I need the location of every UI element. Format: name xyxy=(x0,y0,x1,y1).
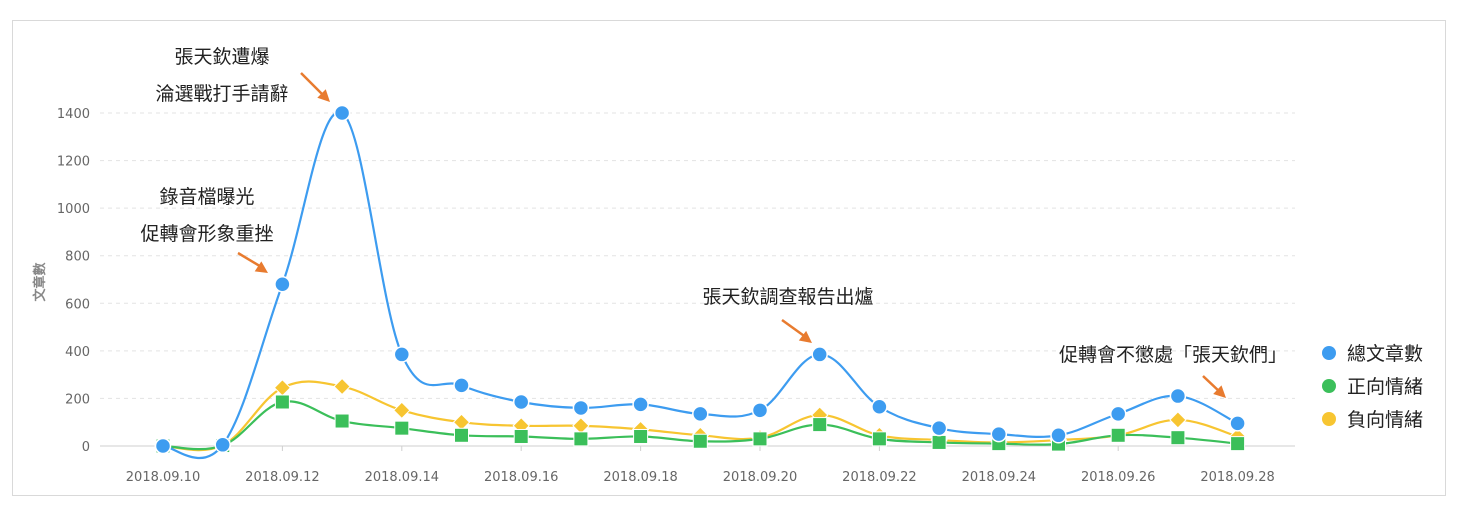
x-tick-label: 2018.09.20 xyxy=(723,470,797,485)
data-point[interactable] xyxy=(811,346,828,363)
y-tick-label: 400 xyxy=(65,345,90,360)
annotation: 促轉會不懲處「張天欽們」 xyxy=(1059,344,1287,398)
y-axis-label: 文章數 xyxy=(32,262,48,301)
data-point[interactable] xyxy=(273,379,292,397)
annotation-arrow xyxy=(781,318,808,340)
data-point[interactable] xyxy=(1169,411,1187,429)
data-point[interactable] xyxy=(274,276,291,293)
data-point[interactable] xyxy=(930,419,948,437)
legend-marker xyxy=(1322,379,1336,393)
arrow-head xyxy=(798,330,812,343)
y-tick-label: 200 xyxy=(65,392,90,407)
data-point[interactable] xyxy=(692,433,708,449)
legend-marker xyxy=(1322,412,1336,426)
data-point[interactable] xyxy=(393,401,411,420)
data-point[interactable] xyxy=(1050,427,1067,444)
series-1 xyxy=(154,104,1246,459)
data-point[interactable] xyxy=(274,394,290,410)
data-point[interactable] xyxy=(1169,387,1187,405)
data-point[interactable] xyxy=(751,402,769,419)
annotation-text: 促轉會形象重挫 xyxy=(140,223,273,245)
y-tick-label: 1000 xyxy=(57,202,90,217)
annotation-arrow xyxy=(300,72,326,98)
data-point[interactable] xyxy=(573,431,589,447)
series-2 xyxy=(155,394,1246,454)
data-point[interactable] xyxy=(1170,430,1186,446)
annotation-text: 促轉會不懲處「張天欽們」 xyxy=(1059,344,1287,366)
data-point[interactable] xyxy=(1230,436,1246,452)
annotation-text: 淪選戰打手請辭 xyxy=(155,83,288,105)
data-point[interactable] xyxy=(871,398,888,416)
annotation-text: 錄音檔曝光 xyxy=(159,186,254,208)
data-point[interactable] xyxy=(633,428,649,444)
data-point[interactable] xyxy=(333,104,351,122)
annotation-text: 張天欽遭爆 xyxy=(174,46,269,68)
legend-item-3[interactable]: 負向情緒 xyxy=(1322,409,1423,431)
legend-label: 負向情緒 xyxy=(1347,409,1423,431)
annotations: 張天欽遭爆淪選戰打手請辭錄音檔曝光促轉會形象重挫張天欽調查報告出爐促轉會不懲處「… xyxy=(140,46,1287,398)
arrow-head xyxy=(254,261,268,273)
data-point[interactable] xyxy=(931,434,947,450)
data-point[interactable] xyxy=(334,413,350,429)
x-tick-label: 2018.09.28 xyxy=(1200,470,1274,485)
legend-item-1[interactable]: 總文章數 xyxy=(1322,343,1423,365)
arrow-head xyxy=(1213,385,1226,398)
y-tick-label: 1400 xyxy=(57,107,90,122)
data-point[interactable] xyxy=(812,417,828,433)
data-point[interactable] xyxy=(990,425,1008,443)
x-tick-label: 2018.09.16 xyxy=(484,470,558,485)
data-point[interactable] xyxy=(1229,415,1246,432)
y-tick-label: 1200 xyxy=(57,155,90,170)
x-tick-label: 2018.09.26 xyxy=(1081,470,1155,485)
data-point[interactable] xyxy=(394,420,410,436)
annotation: 張天欽調查報告出爐 xyxy=(702,286,874,343)
y-tick-label: 800 xyxy=(65,250,90,265)
data-point[interactable] xyxy=(871,431,887,447)
data-point[interactable] xyxy=(154,437,172,455)
series-group xyxy=(154,104,1247,459)
x-tick-label: 2018.09.24 xyxy=(962,470,1036,485)
x-tick-label: 2018.09.10 xyxy=(126,470,200,485)
data-point[interactable] xyxy=(572,399,590,417)
data-point[interactable] xyxy=(632,396,649,413)
y-tick-label: 600 xyxy=(65,297,90,312)
annotation-text: 張天欽調查報告出爐 xyxy=(702,286,873,308)
data-point[interactable] xyxy=(752,431,768,447)
x-axis: 2018.09.10 2018.09.12 2018.09.14 2018.09.16… xyxy=(126,446,1275,485)
data-point[interactable] xyxy=(333,377,351,396)
x-tick-label: 2018.09.22 xyxy=(842,470,916,485)
arrow-head xyxy=(317,89,330,102)
y-axis: 0 200 400 600 800 1000 1200 1400 xyxy=(57,107,90,455)
data-point[interactable] xyxy=(454,427,469,443)
x-tick-label: 2018.09.18 xyxy=(603,470,677,485)
data-point[interactable] xyxy=(513,428,529,444)
data-point[interactable] xyxy=(453,377,470,394)
data-point[interactable] xyxy=(1109,405,1127,423)
y-tick-label: 0 xyxy=(82,440,90,455)
grid-lines xyxy=(100,112,1295,447)
x-tick-label: 2018.09.14 xyxy=(365,470,439,485)
legend-marker xyxy=(1322,346,1336,360)
legend-label: 正向情緒 xyxy=(1347,376,1423,398)
data-point[interactable] xyxy=(512,393,530,411)
data-point[interactable] xyxy=(692,405,709,423)
legend-item-2[interactable]: 正向情緒 xyxy=(1322,376,1423,398)
legend-label: 總文章數 xyxy=(1347,343,1423,365)
data-point[interactable] xyxy=(214,436,231,454)
data-point[interactable] xyxy=(393,346,411,363)
data-point[interactable] xyxy=(1110,427,1126,443)
x-tick-label: 2018.09.12 xyxy=(245,470,319,485)
